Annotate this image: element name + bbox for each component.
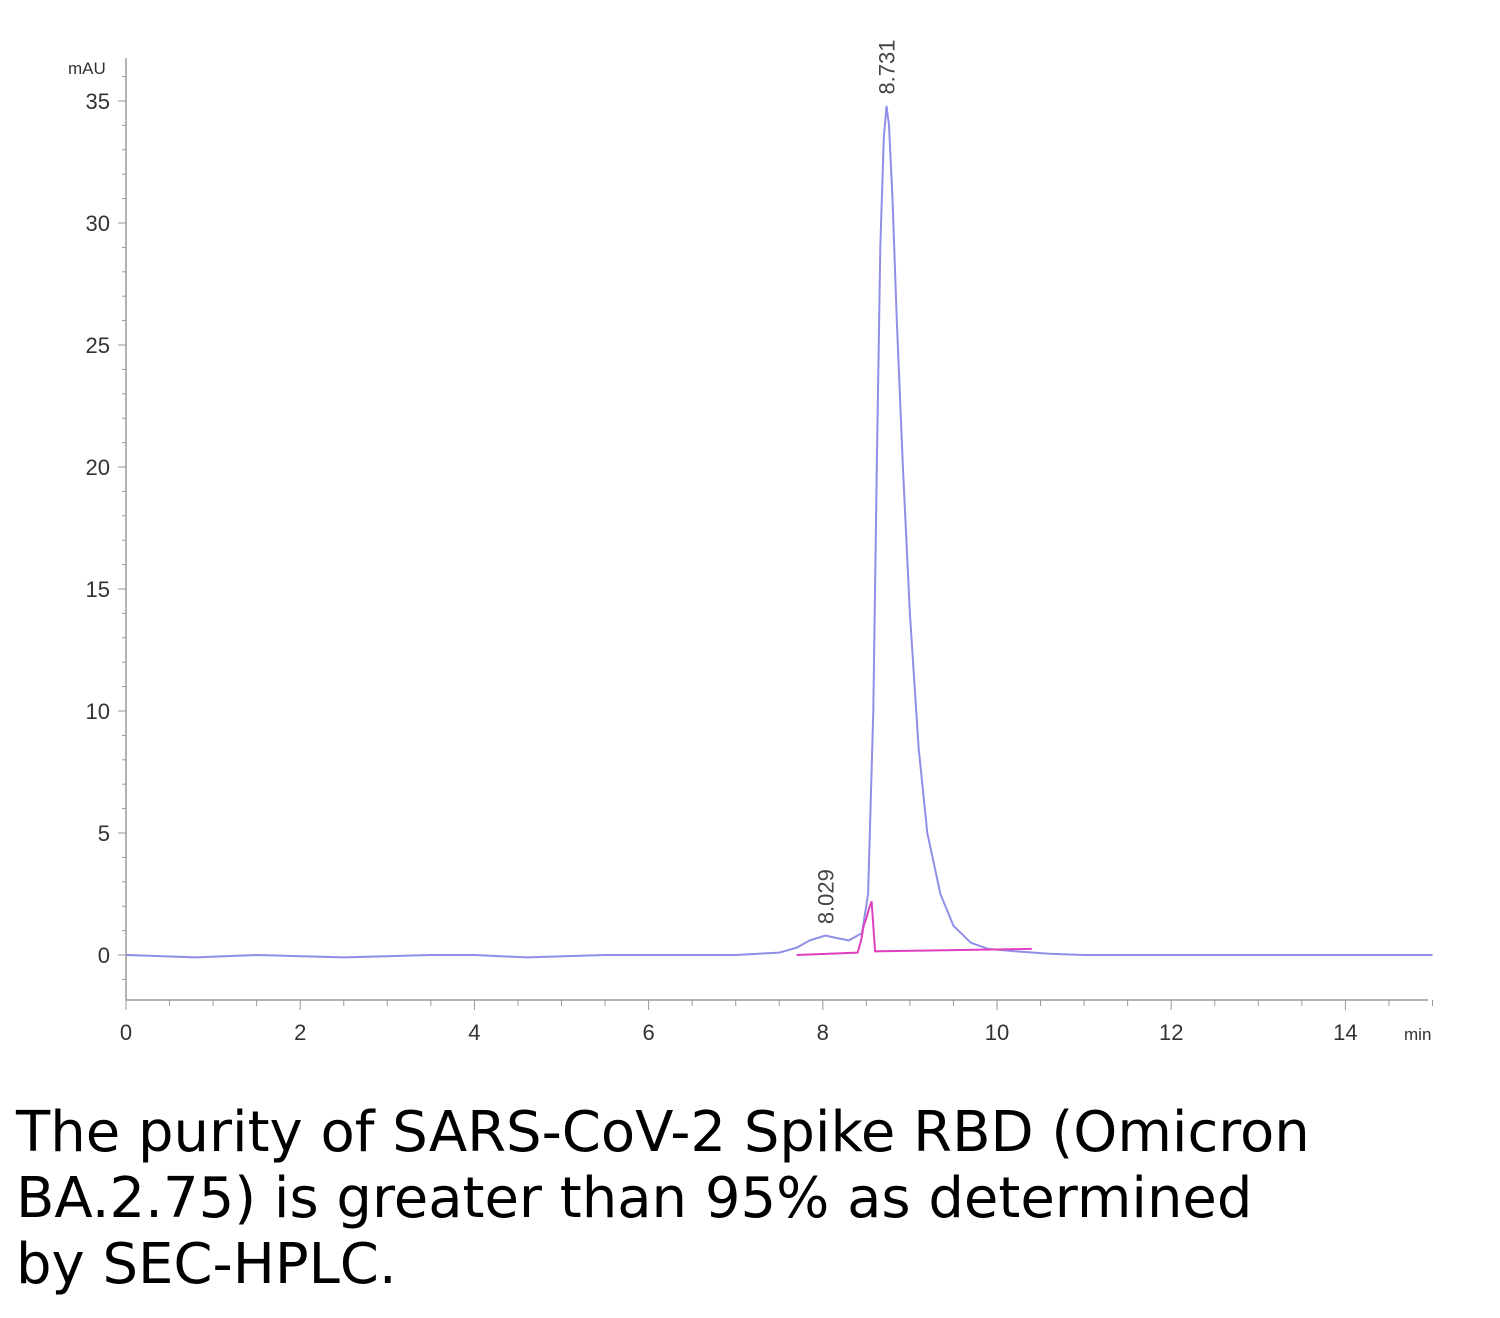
chromatogram-chart: 0 5 10 15 20 25 30 35 mAU 0 2 4 6 8 10 12 14 min 8.029 8.73… xyxy=(68,39,1433,1045)
caption-text: The purity of SARS-CoV-2 Spike RBD (Omic… xyxy=(16,1100,1310,1297)
y-tick-label: 30 xyxy=(86,211,110,236)
x-tick-label: 4 xyxy=(468,1020,480,1045)
y-tick-label: 0 xyxy=(98,943,110,968)
peak-retention-label: 8.731 xyxy=(874,39,899,94)
x-tick-label: 10 xyxy=(985,1020,1009,1045)
x-axis-unit: min xyxy=(1404,1025,1431,1044)
baseline-integration-trace xyxy=(796,900,1032,956)
y-tick-label: 15 xyxy=(86,577,110,602)
peak-retention-label: 8.029 xyxy=(813,869,838,924)
y-axis-unit: mAU xyxy=(68,59,106,78)
x-tick-label: 0 xyxy=(120,1020,132,1045)
chromatogram-svg: 0 5 10 15 20 25 30 35 mAU 0 2 4 6 8 10 12 14 min 8.029 8.73… xyxy=(68,39,1433,1045)
chromatogram-trace xyxy=(125,105,1433,959)
x-tick-label: 8 xyxy=(817,1020,829,1045)
y-tick-label: 5 xyxy=(98,821,110,846)
y-tick-label: 20 xyxy=(86,455,110,480)
y-tick-label: 10 xyxy=(86,699,110,724)
x-tick-label: 12 xyxy=(1159,1020,1183,1045)
x-tick-label: 2 xyxy=(294,1020,306,1045)
y-tick-label: 35 xyxy=(86,89,110,114)
x-tick-label: 6 xyxy=(642,1020,654,1045)
x-tick-label: 14 xyxy=(1333,1020,1357,1045)
y-tick-label: 25 xyxy=(86,333,110,358)
